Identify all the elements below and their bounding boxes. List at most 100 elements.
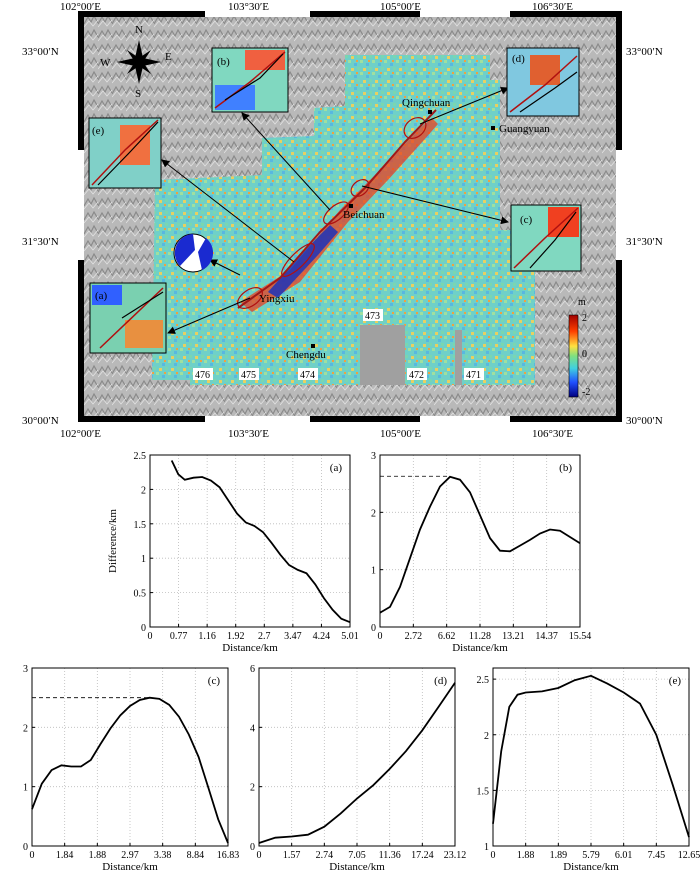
compass-s: S <box>135 88 141 100</box>
y-tick-label: 0.5 <box>134 589 147 600</box>
y-tick-label: 1 <box>141 554 146 565</box>
x-tick-label: 2.74 <box>316 850 334 861</box>
lon-bot-4: 106°30′E <box>532 428 573 440</box>
y-tick-label: 2 <box>23 723 28 734</box>
y-tick-label: 2.5 <box>477 675 490 686</box>
series-line <box>379 475 581 614</box>
track-471: 471 <box>466 370 481 381</box>
x-tick-label: 0 <box>148 631 153 642</box>
x-tick-label: 1.88 <box>517 850 535 861</box>
inset-label-c: (c) <box>520 214 533 226</box>
x-tick-label: 1.92 <box>227 631 245 642</box>
x-tick-label: 1.57 <box>283 850 301 861</box>
series-line <box>31 696 229 844</box>
x-tick-label: 6.62 <box>438 631 456 642</box>
x-tick-label: 8.84 <box>187 850 205 861</box>
x-tick-label: 1.16 <box>198 631 216 642</box>
plot-frame <box>258 667 456 847</box>
lat-left-3: 30°00′N <box>22 415 59 427</box>
x-tick-label: 2.97 <box>121 850 139 861</box>
fault-trace <box>237 109 437 309</box>
city-yingxiu: Yingxiu <box>259 293 295 305</box>
inset-label-e: (e) <box>92 125 105 137</box>
plot-frame <box>492 667 690 847</box>
lon-top-2: 103°30′E <box>228 1 269 13</box>
y-tick-label: 0 <box>141 623 146 634</box>
inset-b: (b) <box>211 47 289 113</box>
y-axis-label: Difference/km <box>107 509 119 573</box>
panel-label: (a) <box>330 462 343 474</box>
colorbar-unit: m <box>578 297 586 308</box>
x-tick-label: 11.28 <box>469 631 491 642</box>
ellipse-a <box>237 287 263 309</box>
lon-top-3: 105°00′E <box>380 1 421 13</box>
x-axis-label: Distance/km <box>102 861 158 873</box>
x-tick-label: 7.45 <box>648 850 666 861</box>
x-tick-label: 15.54 <box>569 631 592 642</box>
y-tick-label: 2 <box>484 731 489 742</box>
colorbar-mid: 0 <box>582 349 587 360</box>
interferogram-map: (a) (b) (c) (d) (e) <box>22 1 663 440</box>
y-tick-label: 1 <box>484 842 489 853</box>
y-tick-label: 0 <box>250 842 255 853</box>
y-tick-label: 1.5 <box>134 520 147 531</box>
x-tick-label: 5.79 <box>582 850 600 861</box>
y-tick-label: 3 <box>371 451 376 462</box>
y-tick-label: 1 <box>23 783 28 794</box>
x-axis-label: Distance/km <box>452 642 508 654</box>
y-tick-label: 1.5 <box>477 786 490 797</box>
y-tick-label: 0 <box>371 623 376 634</box>
x-tick-label: 0 <box>30 850 35 861</box>
chart-d: 0 1.57 2.74 7.05 11.36 17.24 23.12 0 2 4 6 (d) Dista… <box>250 664 466 873</box>
inset-d: (d) <box>506 47 580 117</box>
x-tick-label: 4.24 <box>313 631 331 642</box>
lon-top-4: 106°30′E <box>532 1 573 13</box>
y-tick-label: 4 <box>250 723 255 734</box>
lat-right-2: 31°30′N <box>626 236 663 248</box>
y-tick-label: 2 <box>371 508 376 519</box>
x-tick-label: 5.01 <box>341 631 359 642</box>
x-tick-label: 0 <box>491 850 496 861</box>
chart-e: 0 1.88 1.89 5.79 6.01 7.45 12.65 1 1.5 2 2.5 (e) Dis… <box>477 667 700 873</box>
panel-label: (d) <box>434 675 447 687</box>
x-tick-label: 1.89 <box>550 850 568 861</box>
city-guangyuan: Guangyuan <box>499 123 550 135</box>
city-beichuan: Beichuan <box>343 209 385 221</box>
y-tick-label: 1 <box>371 566 376 577</box>
panel-label: (b) <box>559 462 572 474</box>
city-qingchuan: Qingchuan <box>402 97 451 109</box>
y-tick-label: 2 <box>250 783 255 794</box>
x-tick-label: 12.65 <box>678 850 700 861</box>
lat-left-2: 31°30′N <box>22 236 59 248</box>
x-tick-label: 11.36 <box>379 850 401 861</box>
lat-right-1: 33°00′N <box>626 46 663 58</box>
series-line <box>170 460 351 624</box>
ellipse-b <box>323 201 349 225</box>
x-tick-label: 2.72 <box>405 631 423 642</box>
chart-b: 0 2.72 6.62 11.28 13.21 14.37 15.54 0 1 2 3 (b) Dist… <box>371 451 592 654</box>
ellipse-d <box>403 117 427 139</box>
compass-n: N <box>135 24 143 36</box>
x-tick-label: 6.01 <box>615 850 633 861</box>
lon-bot-1: 102°00′E <box>60 428 101 440</box>
plot-frame <box>379 454 581 628</box>
x-axis-label: Distance/km <box>222 642 278 654</box>
x-tick-label: 1.84 <box>56 850 74 861</box>
x-tick-label: 0 <box>257 850 262 861</box>
chart-c: 0 1.84 1.88 2.97 3.38 8.84 16.83 0 1 2 3 (c) Distanc… <box>0 664 239 873</box>
lat-left-1: 33°00′N <box>22 46 59 58</box>
inset-label-b: (b) <box>217 56 230 68</box>
track-473: 473 <box>365 311 380 322</box>
colorbar <box>568 314 579 398</box>
x-tick-label: 7.05 <box>348 850 366 861</box>
series-line <box>258 682 456 844</box>
track-476: 476 <box>195 370 210 381</box>
y-axis-label: Difference/km <box>0 725 1 789</box>
lat-right-3: 30°00′N <box>626 415 663 427</box>
x-tick-label: 3.38 <box>154 850 172 861</box>
y-tick-label: 2 <box>141 485 146 496</box>
x-tick-label: 0.77 <box>170 631 188 642</box>
y-tick-label: 3 <box>23 664 28 675</box>
colorbar-min: -2 <box>582 387 590 398</box>
track-474: 474 <box>300 370 315 381</box>
